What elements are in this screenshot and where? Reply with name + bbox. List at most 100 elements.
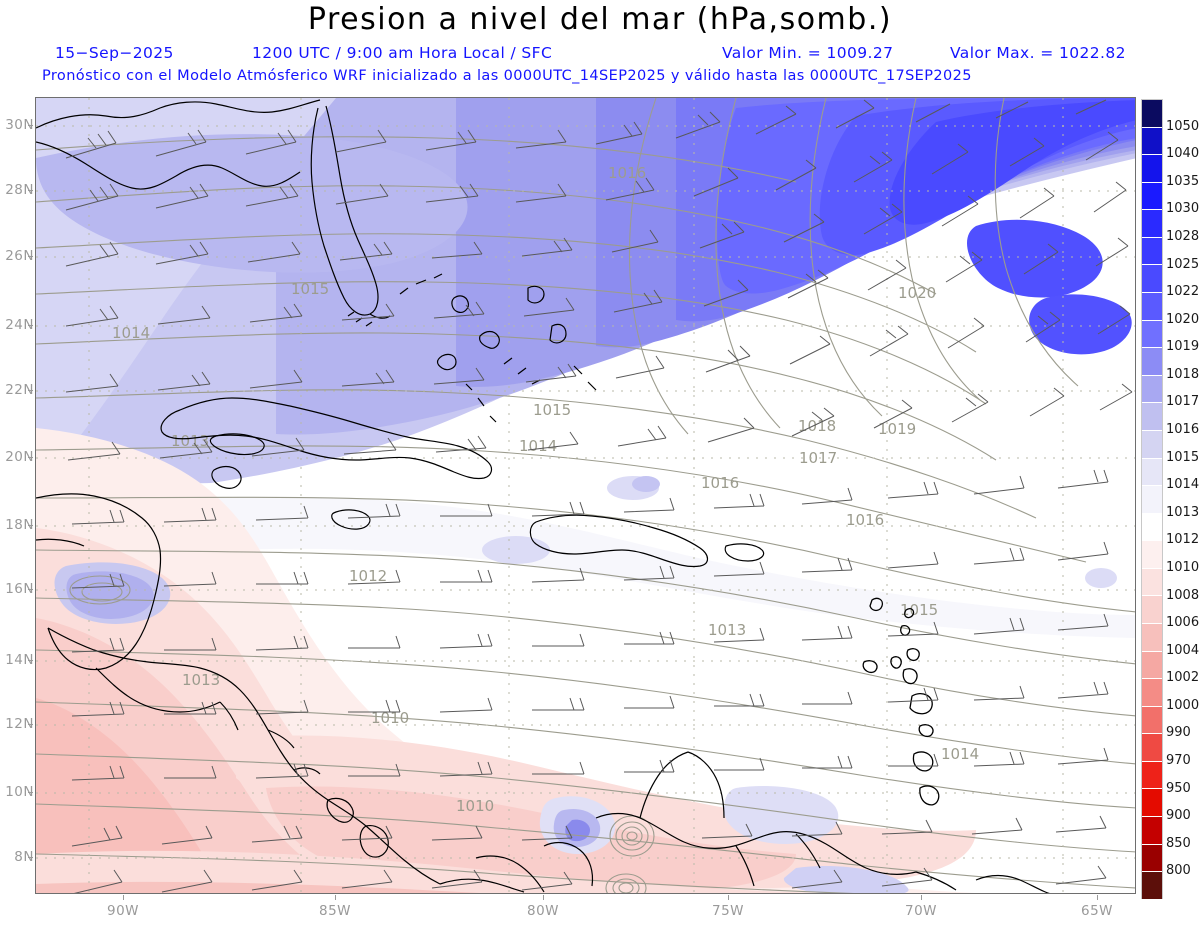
colorbar-label-1050: 1050 — [1166, 118, 1200, 134]
colorbar-label-850: 850 — [1166, 835, 1191, 851]
lon-tick-80w: 80W — [526, 903, 560, 919]
colorbar-label-970: 970 — [1166, 753, 1191, 769]
shade-eddy-4 — [1085, 568, 1117, 588]
contour-label-1010b: 1010 — [456, 797, 494, 815]
colorbar-swatch — [1142, 706, 1162, 735]
lon-tick-70w: 70W — [904, 903, 938, 919]
shade-band-1014 — [36, 496, 1135, 638]
contour-label-1013c: 1013 — [182, 671, 220, 689]
contour-label-1015: 1015 — [291, 280, 329, 298]
lat-tick-10n: 10N — [5, 784, 34, 800]
shade-eddy-1 — [482, 536, 550, 564]
page-title: Presion a nivel del mar (hPa,somb.) — [307, 2, 893, 37]
wind-barbs — [65, 99, 1133, 893]
colorbar-label-1022: 1022 — [1166, 284, 1200, 300]
lat-tick-mark — [28, 525, 33, 526]
contour-label-1020: 1020 — [898, 284, 936, 302]
colorbar-swatch — [1142, 320, 1162, 349]
lat-tick-mark — [28, 724, 33, 725]
colorbar-label-1004: 1004 — [1166, 642, 1200, 658]
lat-tick-mark — [28, 390, 33, 391]
lon-tick-65w: 65W — [1080, 903, 1114, 919]
colorbar-swatch — [1142, 486, 1162, 514]
colorbar-label-1006: 1006 — [1166, 615, 1200, 631]
colorbar-label-1030: 1030 — [1166, 201, 1200, 217]
shade-patch-gulf — [36, 134, 468, 273]
colorbar-swatch — [1142, 568, 1162, 597]
colorbar-label-800: 800 — [1166, 863, 1191, 879]
lat-tick-mark — [28, 857, 33, 858]
colorbar-label-1040: 1040 — [1166, 146, 1200, 162]
colorbar-swatch — [1142, 458, 1162, 487]
colorbar-swatch — [1142, 237, 1162, 266]
lat-tick-mark — [28, 125, 33, 126]
value-max-label: Valor Max. = 1022.82 — [950, 44, 1126, 62]
colorbar-swatch — [1142, 100, 1162, 128]
contour-label-1014c: 1014 — [941, 745, 979, 763]
shade-patch-dark-b — [1029, 294, 1132, 355]
lat-tick-30n: 30N — [5, 117, 34, 133]
colorbar-label-1025: 1025 — [1166, 256, 1200, 272]
colorbar-label-1020: 1020 — [1166, 311, 1200, 327]
lat-tick-mark — [28, 792, 33, 793]
shade-patch-venez — [724, 786, 839, 844]
forecast-date: 15−Sep−2025 — [55, 44, 174, 62]
contour-label-1013b: 1013 — [708, 621, 746, 639]
contour-label-1012: 1012 — [349, 567, 387, 585]
colorbar-swatch — [1142, 541, 1162, 569]
lon-tick-75w: 75W — [711, 903, 745, 919]
shade-patch-belize2 — [66, 571, 154, 619]
shade-patch-orinoco — [783, 866, 909, 893]
colorbar-label-1019: 1019 — [1166, 339, 1200, 355]
lat-tick-8n: 8N — [14, 849, 34, 865]
colorbar-label-1013: 1013 — [1166, 504, 1200, 520]
contour-label-1015b: 1015 — [533, 401, 571, 419]
colorbar-swatch — [1142, 596, 1162, 624]
colorbar-label-1012: 1012 — [1166, 532, 1200, 548]
lon-tick-mark — [728, 895, 729, 900]
sea-level-pressure-map: 1016 1015 1014 1013 1015 1014 1016 1017 … — [36, 98, 1135, 893]
lon-tick-mark — [123, 895, 124, 900]
colorbar-swatch — [1142, 182, 1162, 211]
colorbar-swatch — [1142, 651, 1162, 680]
colorbar-swatch — [1142, 403, 1162, 431]
colorbar-label-1035: 1035 — [1166, 173, 1200, 189]
shade-patch-dark-a — [967, 219, 1103, 298]
colorbar-label-1002: 1002 — [1166, 670, 1200, 686]
lat-tick-22n: 22N — [5, 382, 34, 398]
contour-label-1016c: 1016 — [846, 511, 884, 529]
contour-label-1019: 1019 — [878, 420, 916, 438]
colorbar-swatch — [1142, 127, 1162, 156]
contour-label-1017: 1017 — [799, 449, 837, 467]
colorbar-swatch — [1142, 430, 1162, 459]
lat-tick-28n: 28N — [5, 182, 34, 198]
colorbar-swatch — [1142, 817, 1162, 845]
lat-tick-12n: 12N — [5, 716, 34, 732]
map-plot-area[interactable]: 1016 1015 1014 1013 1015 1014 1016 1017 … — [35, 97, 1136, 894]
lat-tick-mark — [28, 325, 33, 326]
colorbar-label-1018: 1018 — [1166, 366, 1200, 382]
colorbar-swatch — [1142, 210, 1162, 238]
colorbar-swatch — [1142, 761, 1162, 790]
contour-label-1014b: 1014 — [519, 437, 557, 455]
colorbar-label-1015: 1015 — [1166, 449, 1200, 465]
contour-labels: 1016 1015 1014 1013 1015 1014 1016 1017 … — [112, 164, 979, 815]
colorbar-swatch — [1142, 679, 1162, 707]
colorbar[interactable] — [1141, 99, 1163, 900]
contour-label-1014: 1014 — [112, 324, 150, 342]
lon-tick-mark — [335, 895, 336, 900]
colorbar-swatch — [1142, 872, 1162, 900]
pressure-contours — [36, 98, 1135, 893]
colorbar-label-1010: 1010 — [1166, 559, 1200, 575]
lat-tick-mark — [28, 457, 33, 458]
colorbar-swatch — [1142, 155, 1162, 183]
colorbar-label-1014: 1014 — [1166, 477, 1200, 493]
lon-tick-mark — [543, 895, 544, 900]
shade-eddy-3 — [632, 476, 660, 492]
lat-tick-24n: 24N — [5, 317, 34, 333]
colorbar-label-900: 900 — [1166, 808, 1191, 824]
lon-tick-85w: 85W — [318, 903, 352, 919]
contour-label-1013: 1013 — [171, 432, 209, 450]
colorbar-label-990: 990 — [1166, 725, 1191, 741]
lat-tick-26n: 26N — [5, 248, 34, 264]
